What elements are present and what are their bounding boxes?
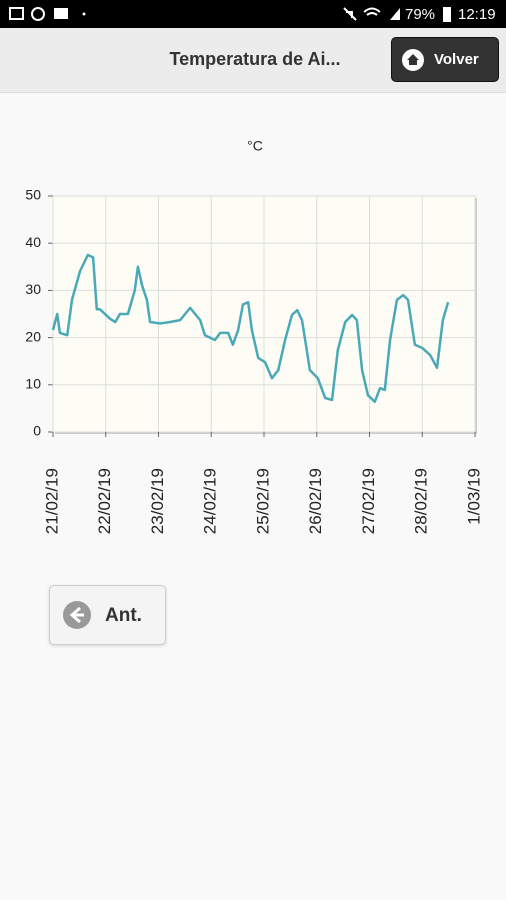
button-label: Ant. (105, 605, 142, 626)
x-tick-label: 22/02/19 (95, 468, 114, 534)
y-axis-unit: °C (247, 138, 263, 154)
status-bar: 79% 12:19 (0, 0, 506, 28)
x-tick-label: 23/02/19 (148, 468, 167, 534)
x-tick-label: 27/02/19 (359, 468, 378, 534)
y-tick-label: 20 (25, 328, 41, 344)
clock: 12:19 (458, 6, 496, 23)
temperature-line (51, 253, 450, 404)
home-icon (402, 49, 424, 71)
back-home-button[interactable]: Volver (391, 37, 499, 82)
battery-icon (443, 7, 451, 22)
previous-button[interactable]: Ant. (49, 585, 166, 645)
notification-icons (9, 7, 86, 21)
y-tick-label: 40 (25, 234, 41, 250)
y-tick-label: 0 (33, 423, 41, 439)
battery-level: 79% (405, 6, 436, 23)
x-tick-label: 24/02/19 (201, 468, 220, 534)
x-tick-label: 1/03/19 (464, 468, 483, 525)
x-tick-label: 28/02/19 (412, 468, 431, 534)
y-tick-label: 50 (25, 187, 41, 203)
y-tick-label: 10 (25, 376, 41, 392)
chart: °C 0 10 20 30 40 50 21/02/19 22/02/19 23/02/19 24… (25, 138, 483, 534)
x-tick-label: 21/02/19 (42, 468, 61, 534)
y-tick-label: 30 (25, 281, 41, 297)
button-label: Volver (434, 51, 479, 68)
x-tick-label: 26/02/19 (306, 468, 325, 534)
header: Temperatura de Ai... Volver (0, 28, 506, 93)
system-icons (343, 7, 400, 21)
back-icon (63, 601, 91, 629)
page-title: Temperatura de Ai... (169, 49, 341, 69)
x-tick-label: 25/02/19 (253, 468, 272, 534)
